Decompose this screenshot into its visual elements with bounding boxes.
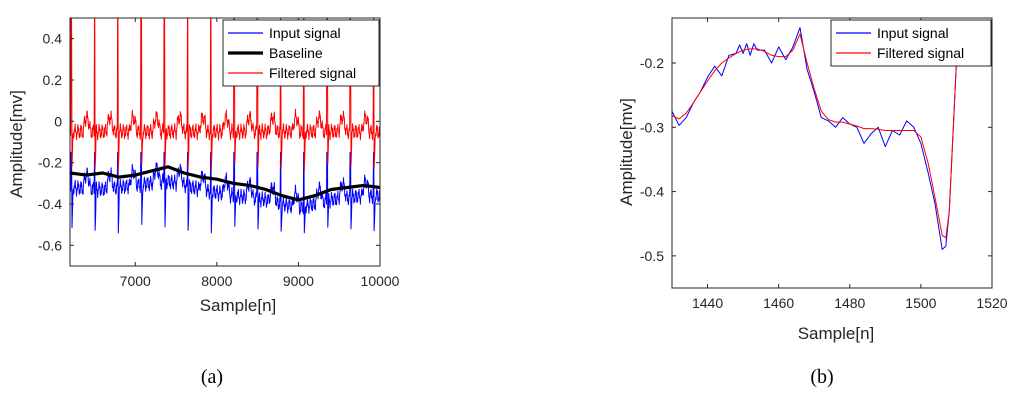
chart-b-caption: (b) bbox=[810, 366, 833, 388]
chart-b-axes-box bbox=[671, 17, 993, 289]
chart-b-legend-input-signal-label: Input signal bbox=[877, 25, 949, 41]
chart-a-plot-area bbox=[69, 17, 381, 267]
chart-a-x-tick-label: 10000 bbox=[361, 273, 400, 289]
chart-a-series-filtered-signal-line bbox=[70, 18, 380, 172]
chart-b-x-tick-label: 1520 bbox=[976, 295, 1007, 311]
chart-b-y-tick-label: -0.2 bbox=[640, 55, 664, 71]
chart-b-series-filtered-signal-line bbox=[672, 33, 957, 239]
chart-b-y-axis-label: Amplitude[mv] bbox=[617, 98, 636, 206]
chart-a-y-tick-label: -0.6 bbox=[38, 237, 62, 253]
chart-a-legend-filtered-signal-label: Filtered signal bbox=[269, 65, 356, 81]
chart-b-x-tick-label: 1440 bbox=[692, 295, 723, 311]
chart-b-x-tick-label: 1460 bbox=[763, 295, 794, 311]
chart-b-legend-filtered-signal-label: Filtered signal bbox=[877, 45, 964, 61]
chart-b-x-tick-label: 1480 bbox=[834, 295, 865, 311]
chart-a-series-baseline-line bbox=[70, 165, 380, 202]
chart-b-series-input-signal-line bbox=[672, 27, 957, 250]
chart-a-y-tick-label: -0.4 bbox=[38, 196, 62, 212]
chart-a-x-tick-label: 9000 bbox=[283, 273, 314, 289]
chart-a-legend-baseline-label: Baseline bbox=[269, 45, 323, 61]
chart-a-ticks: 7000 8000 9000 10000 -0.6 -0.4 -0.2 0 0.2 0.4 bbox=[38, 18, 400, 289]
chart-b-legend: Input signal Filtered signal bbox=[830, 19, 992, 67]
chart-a-y-tick-label: -0.2 bbox=[38, 155, 62, 171]
chart-b-legend-box bbox=[830, 19, 992, 67]
chart-a-series-input-signal-line bbox=[70, 151, 380, 234]
chart-a-legend: Input signal Baseline Filtered signal bbox=[222, 19, 380, 87]
chart-a-y-tick-label: 0 bbox=[54, 113, 62, 129]
chart-a-series-group bbox=[70, 18, 380, 234]
chart-a-y-tick-label: 0.2 bbox=[43, 72, 63, 88]
chart-a-x-axis-label: Sample[n] bbox=[200, 296, 277, 315]
chart-b-y-tick-label: -0.4 bbox=[640, 184, 664, 200]
chart-b-ticks: 1440 1460 1480 1500 1520 -0.5 -0.4 -0.3 -0.2 bbox=[640, 18, 1008, 311]
chart-a-caption: (a) bbox=[201, 366, 223, 388]
chart-b-x-tick-label: 1500 bbox=[905, 295, 936, 311]
chart-a-y-axis-label: Amplitude[mv] bbox=[7, 90, 26, 198]
chart-panel-a: 7000 8000 9000 10000 -0.6 -0.4 -0.2 0 0.2 0.4 Sam… bbox=[7, 17, 400, 388]
chart-b-series-group bbox=[672, 27, 957, 250]
chart-a-x-tick-label: 7000 bbox=[120, 273, 151, 289]
chart-a-y-tick-label: 0.4 bbox=[43, 31, 63, 47]
chart-a-legend-input-signal-label: Input signal bbox=[269, 25, 341, 41]
chart-a-axes-box bbox=[69, 17, 381, 267]
chart-b-x-axis-label: Sample[n] bbox=[798, 324, 875, 343]
chart-b-y-tick-label: -0.5 bbox=[640, 248, 664, 264]
chart-b-plot-area bbox=[671, 17, 993, 289]
chart-panel-b: 1440 1460 1480 1500 1520 -0.5 -0.4 -0.3 -0.2 Sam… bbox=[617, 17, 1008, 388]
chart-b-y-tick-label: -0.3 bbox=[640, 119, 664, 135]
chart-a-x-tick-label: 8000 bbox=[201, 273, 232, 289]
